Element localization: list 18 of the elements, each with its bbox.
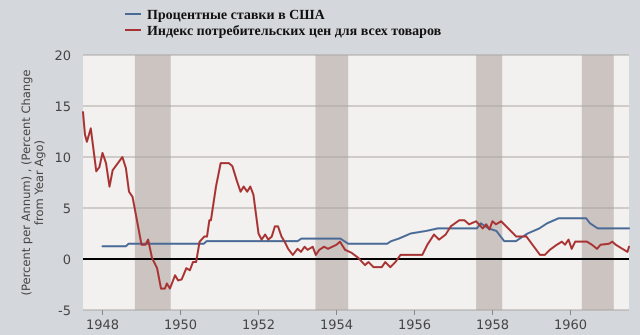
y-tick-label: 5 <box>62 202 71 217</box>
line-series <box>102 217 630 248</box>
y-tick-label: -5 <box>58 304 71 319</box>
x-tick-label: 1958 <box>476 318 510 333</box>
y-tick-label: 10 <box>54 151 71 166</box>
legend-label: Индекс потребительских цен для всех товаров <box>147 24 442 39</box>
x-tick-label: 1956 <box>398 318 432 333</box>
line-series <box>82 111 630 290</box>
x-tick-label: 1948 <box>86 318 120 333</box>
y-tick-label: 15 <box>54 100 71 115</box>
x-tick-label: 1950 <box>164 318 198 333</box>
x-tick-label: 1960 <box>554 318 588 333</box>
legend-label: Процентные ставки в США <box>147 8 326 23</box>
y-tick-label: 0 <box>62 253 71 268</box>
x-tick-label: 1954 <box>320 318 354 333</box>
x-tick-label: 1952 <box>242 318 276 333</box>
y-tick-label: 20 <box>54 49 71 64</box>
y-axis-title: (Percent per Annum) , (Percent Change from Year Ago) <box>19 69 46 296</box>
